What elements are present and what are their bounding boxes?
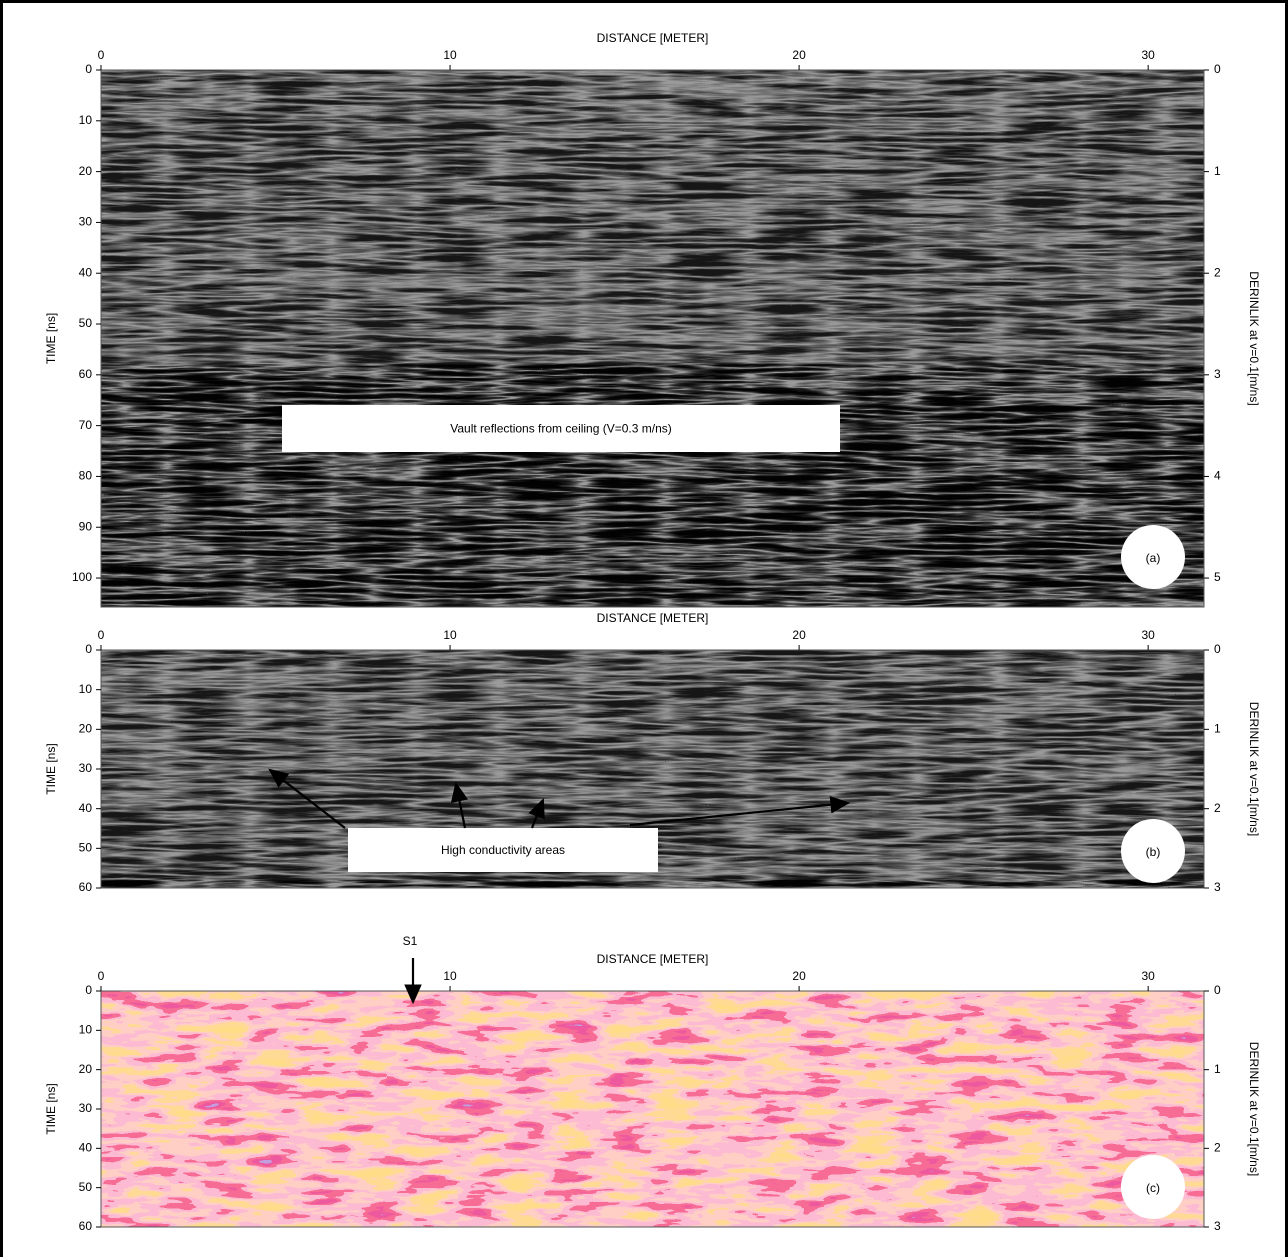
x-tick-label: 20	[792, 48, 806, 62]
y-tick-label: 30	[79, 761, 93, 775]
y2-tick-label: 0	[1214, 983, 1221, 997]
y-tick-label: 50	[79, 316, 93, 330]
x-tick-label: 30	[1141, 628, 1155, 642]
panel-label: (b)	[1146, 845, 1161, 859]
arrows	[268, 768, 851, 1005]
y2-axis-title: DERINLIK at v=0.1[m/ns]	[1247, 1042, 1261, 1176]
panel-label-bg	[1121, 525, 1185, 589]
y-tick-label: 60	[79, 880, 93, 894]
radargram-strong	[101, 880, 1204, 888]
y-tick-label: 10	[79, 113, 93, 127]
y-tick-label: 0	[85, 983, 92, 997]
y-axis-title: TIME [ns]	[44, 313, 58, 364]
y-tick-label: 60	[79, 1219, 93, 1233]
annotation-box	[282, 405, 840, 452]
x-axis-title: DISTANCE [METER]	[597, 611, 709, 625]
y-tick-label: 100	[72, 570, 92, 584]
y2-tick-label: 1	[1214, 1062, 1221, 1076]
x-tick-label: 0	[98, 628, 105, 642]
x-axis-title: DISTANCE [METER]	[597, 31, 709, 45]
y-tick-label: 40	[79, 1141, 93, 1155]
y-tick-label: 30	[79, 215, 93, 229]
panel-label-bg	[1121, 1155, 1185, 1219]
y-tick-label: 20	[79, 164, 93, 178]
y2-tick-label: 1	[1214, 164, 1221, 178]
radargram-strong	[101, 364, 1204, 607]
y2-tick-label: 2	[1214, 265, 1221, 279]
panels: DISTANCE [METER]0 10 20 3001020304050607080…	[44, 31, 1261, 1233]
y-tick-label: 70	[79, 418, 93, 432]
panel-label-bg	[1121, 819, 1185, 883]
y-tick-label: 40	[79, 801, 93, 815]
x-tick-label: 20	[792, 628, 806, 642]
annotation-box	[348, 828, 658, 872]
y-tick-label: 10	[79, 1023, 93, 1037]
y2-axis-title: DERINLIK at v=0.1[m/ns]	[1247, 702, 1261, 836]
radargram-image	[101, 991, 1204, 1227]
x-tick-label: 10	[443, 969, 457, 983]
y2-tick-label: 3	[1214, 880, 1221, 894]
y-axis-title: TIME [ns]	[44, 1083, 58, 1134]
annotation: S1	[403, 934, 418, 948]
y2-tick-label: 0	[1214, 642, 1221, 656]
x-axis-title: DISTANCE [METER]	[597, 952, 709, 966]
y-tick-label: 40	[79, 265, 93, 279]
panel-label: (a)	[1146, 551, 1161, 565]
x-tick-label: 0	[98, 48, 105, 62]
y-tick-label: 90	[79, 519, 93, 533]
y-tick-label: 20	[79, 722, 93, 736]
plot-border	[100, 69, 1205, 608]
y2-tick-label: 3	[1214, 1219, 1221, 1233]
y2-tick-label: 3	[1214, 367, 1221, 381]
x-tick-label: 0	[98, 969, 105, 983]
y-tick-label: 60	[79, 367, 93, 381]
x-tick-label: 30	[1141, 48, 1155, 62]
y2-tick-label: 0	[1214, 62, 1221, 76]
y-axis-title: TIME [ns]	[44, 743, 58, 794]
y-tick-label: 80	[79, 469, 93, 483]
annotation: High conductivity areas	[441, 843, 565, 857]
y2-axis-title: DERINLIK at v=0.1[m/ns]	[1247, 271, 1261, 405]
y-tick-label: 20	[79, 1062, 93, 1076]
y-tick-label: 0	[85, 642, 92, 656]
x-tick-label: 10	[443, 48, 457, 62]
y2-tick-label: 5	[1214, 570, 1221, 584]
y-tick-label: 50	[79, 1180, 93, 1194]
panel-label: (c)	[1146, 1181, 1160, 1195]
y2-tick-label: 4	[1214, 469, 1221, 483]
y-tick-label: 0	[85, 62, 92, 76]
x-tick-label: 10	[443, 628, 457, 642]
x-tick-label: 20	[792, 969, 806, 983]
y2-tick-label: 2	[1214, 801, 1221, 815]
y-tick-label: 50	[79, 841, 93, 855]
x-tick-label: 30	[1141, 969, 1155, 983]
y-tick-label: 10	[79, 682, 93, 696]
y2-tick-label: 2	[1214, 1141, 1221, 1155]
y-tick-label: 30	[79, 1101, 93, 1115]
annotation: Vault reflections from ceiling (V=0.3 m/…	[450, 422, 672, 436]
y2-tick-label: 1	[1214, 722, 1221, 736]
